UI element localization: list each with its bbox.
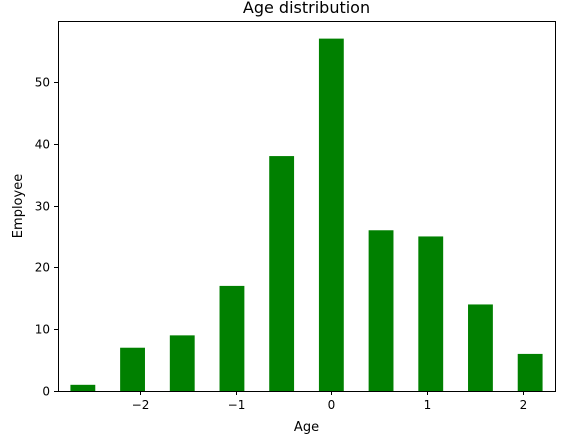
x-tick-label: −1 (228, 398, 246, 412)
axes-frame (58, 21, 556, 392)
x-tick-label: 1 (424, 398, 432, 412)
bar-8 (468, 304, 493, 391)
bar-3 (219, 285, 245, 391)
bar-7 (418, 236, 444, 391)
y-tick-label: 10 (35, 323, 50, 337)
bar-4 (269, 156, 295, 391)
bar-6 (368, 230, 394, 391)
chart-title: Age distribution (243, 0, 370, 17)
bar-0 (70, 384, 96, 391)
bar-1 (120, 347, 145, 391)
y-tick-label: 0 (42, 385, 50, 399)
x-tick-label: 0 (328, 398, 336, 412)
x-tick-label: −2 (132, 398, 150, 412)
bar-2 (169, 335, 195, 391)
x-axis-label: Age (294, 420, 319, 435)
y-tick-label: 20 (35, 261, 50, 275)
y-tick-label: 50 (35, 76, 50, 90)
bars-group (70, 38, 543, 391)
x-tick-label: 2 (520, 398, 528, 412)
bar-9 (517, 353, 543, 391)
y-axis-label: Employee (11, 174, 26, 238)
y-tick-label: 40 (35, 138, 50, 152)
bar-5 (318, 38, 344, 391)
y-tick-label: 30 (35, 200, 50, 214)
